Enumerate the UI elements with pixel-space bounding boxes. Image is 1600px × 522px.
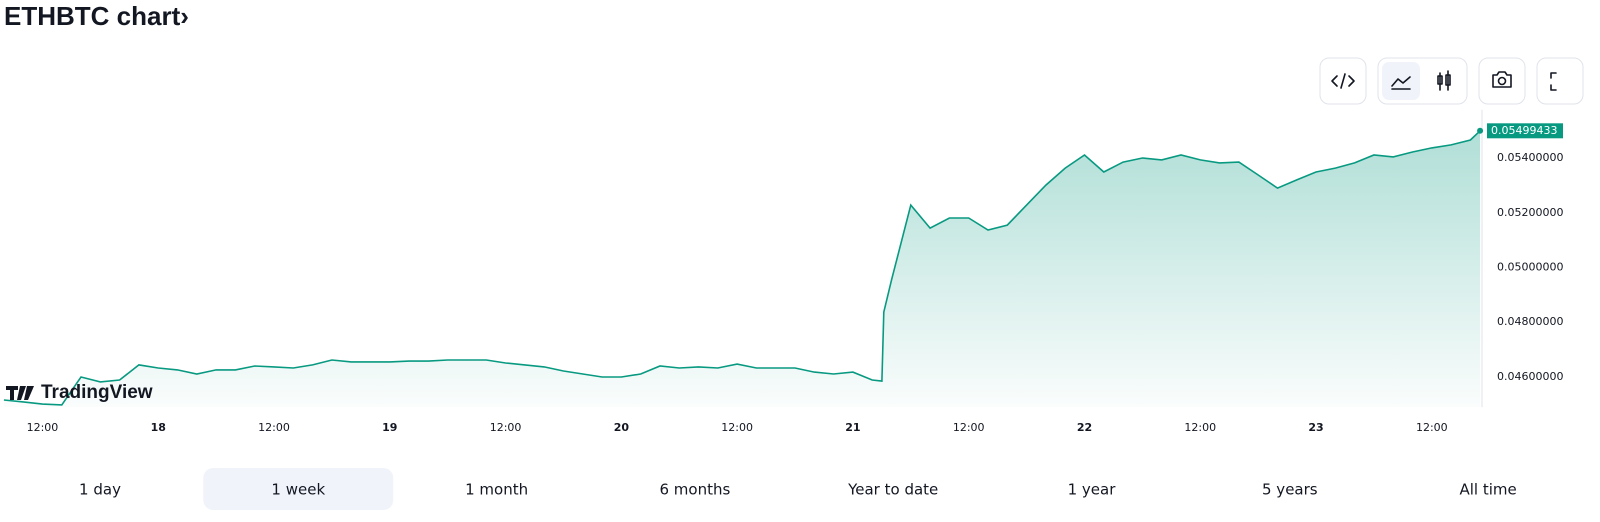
x-tick-label: 12:00 <box>1184 421 1216 434</box>
watermark-text: TradingView <box>41 382 153 403</box>
candle-icon <box>1437 70 1451 91</box>
y-tick-label: 0.04600000 <box>1497 370 1563 383</box>
x-tick-label: 12:00 <box>1416 421 1448 434</box>
x-tick-label: 23 <box>1308 421 1323 434</box>
plot: 0.04600000 0.04800000 0.05000000 0.05200000… <box>3 109 1563 434</box>
last-price-box <box>1487 123 1563 139</box>
area-fill <box>3 130 1481 408</box>
range-button[interactable]: 1 week <box>271 481 325 499</box>
range-buttons: 1 day 1 week 1 month 6 months Year to date 1 … <box>79 468 1517 510</box>
range-button[interactable]: 1 month <box>465 481 528 499</box>
range-button-selected[interactable] <box>203 468 394 510</box>
range-button[interactable]: 6 months <box>659 481 730 499</box>
y-tick-label: 0.05200000 <box>1497 206 1563 219</box>
last-price-label: 0.05499433 <box>1491 124 1557 137</box>
x-tick-label: 20 <box>614 421 630 434</box>
x-tick-label: 12:00 <box>27 421 59 434</box>
camera-lens <box>1497 76 1507 86</box>
snapshot-button[interactable] <box>1478 57 1526 105</box>
page-title[interactable]: ETHBTC chart› <box>4 1 189 31</box>
x-tick-label: 12:00 <box>490 421 522 434</box>
x-tick-label: 12:00 <box>953 421 985 434</box>
area-icon <box>1391 76 1411 90</box>
last-point <box>1477 127 1484 134</box>
y-tick-label: 0.04800000 <box>1497 315 1563 328</box>
range-button[interactable]: Year to date <box>847 481 938 499</box>
camera-icon <box>1492 71 1512 88</box>
x-tick-label: 12:00 <box>258 421 290 434</box>
x-tick-label: 21 <box>845 421 860 434</box>
fullscreen-icon <box>1550 72 1557 91</box>
fullscreen-button[interactable] <box>1536 57 1584 105</box>
toolbar <box>1319 57 1584 105</box>
range-button[interactable]: 1 year <box>1068 481 1117 499</box>
candle-type-button[interactable] <box>1425 62 1463 100</box>
range-button[interactable]: 5 years <box>1262 481 1318 499</box>
y-tick-label: 0.05400000 <box>1497 151 1563 164</box>
range-button[interactable]: 1 day <box>79 481 121 499</box>
embed-icon <box>1331 73 1355 89</box>
logo-mark <box>6 386 34 400</box>
x-tick-label: 19 <box>382 421 397 434</box>
watermark: TradingView <box>6 382 153 403</box>
range-button[interactable]: All time <box>1459 481 1516 499</box>
price-line <box>3 130 1481 406</box>
x-tick-label: 12:00 <box>721 421 753 434</box>
x-tick-label: 22 <box>1077 421 1092 434</box>
x-tick-label: 18 <box>151 421 166 434</box>
y-tick-label: 0.05000000 <box>1497 261 1563 274</box>
